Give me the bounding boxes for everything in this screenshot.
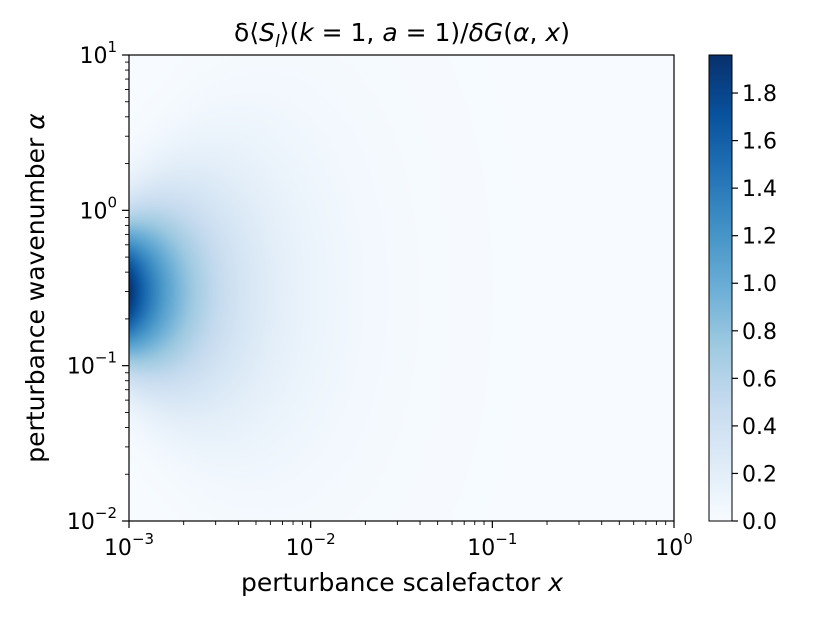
x-tick-label: 100 — [655, 530, 693, 561]
colorbar-tick-label: 1.2 — [742, 225, 777, 250]
y-tick-label: 100 — [79, 193, 117, 224]
colorbar-tick-label: 1.4 — [742, 177, 777, 202]
heatmap-plot-area — [128, 54, 675, 522]
x-axis-label: perturbance scalefactor x — [241, 568, 563, 597]
colorbar-tick-label: 0.4 — [742, 415, 777, 440]
x-tick-label: 10−2 — [286, 530, 336, 561]
plot-frame — [128, 54, 675, 522]
colorbar-tick-label: 0.2 — [742, 462, 777, 487]
y-axis-label: perturbance wavenumber α — [21, 113, 50, 463]
colorbar-gradient — [709, 55, 732, 521]
y-tick-label: 101 — [79, 38, 117, 69]
x-tick-label: 10−1 — [467, 530, 517, 561]
y-tick-label: 10−2 — [67, 504, 117, 535]
heatmap-image — [129, 55, 674, 521]
colorbar-tick-label: 0.0 — [742, 510, 777, 535]
colorbar: 0.0 0.2 0.4 0.6 0.8 1.0 1.2 1.4 1.6 1.8 — [708, 54, 777, 535]
colorbar-tick-label: 0.8 — [742, 320, 777, 345]
colorbar-tick-label: 1.6 — [742, 130, 777, 155]
x-axis: 10−3 10−2 10−1 100 — [104, 521, 693, 561]
y-tick-label: 10−1 — [67, 349, 117, 380]
y-axis: 10−2 10−1 100 101 — [67, 38, 129, 535]
colorbar-tick-label: 1.0 — [742, 272, 777, 297]
colorbar-frame — [708, 54, 733, 522]
chart-title: δ⟨Sl⟩(k = 1, a = 1)/δG(α, x) — [234, 18, 570, 52]
colorbar-tick-label: 0.6 — [742, 367, 777, 392]
x-tick-label: 10−3 — [104, 530, 154, 561]
colorbar-tick-label: 1.8 — [742, 82, 777, 107]
colorbar-ticks: 0.0 0.2 0.4 0.6 0.8 1.0 1.2 1.4 1.6 1.8 — [732, 82, 777, 535]
